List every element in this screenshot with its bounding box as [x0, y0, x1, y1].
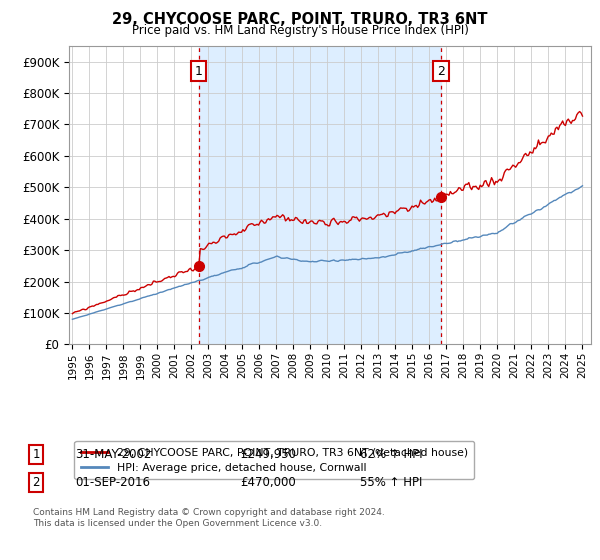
Text: Contains HM Land Registry data © Crown copyright and database right 2024.
This d: Contains HM Land Registry data © Crown c… — [33, 508, 385, 528]
Text: 1: 1 — [32, 448, 40, 461]
Bar — [199, 46, 441, 344]
Text: 55% ↑ HPI: 55% ↑ HPI — [360, 476, 422, 489]
Text: 1: 1 — [194, 64, 203, 77]
Text: Price paid vs. HM Land Registry's House Price Index (HPI): Price paid vs. HM Land Registry's House … — [131, 24, 469, 37]
Text: 62% ↑ HPI: 62% ↑ HPI — [360, 448, 422, 461]
Legend: 29, CHYCOOSE PARC, POINT, TRURO, TR3 6NT (detached house), HPI: Average price, d: 29, CHYCOOSE PARC, POINT, TRURO, TR3 6NT… — [74, 441, 474, 479]
Text: 2: 2 — [437, 64, 445, 77]
Text: 01-SEP-2016: 01-SEP-2016 — [75, 476, 150, 489]
Text: £249,950: £249,950 — [240, 448, 296, 461]
Text: 31-MAY-2002: 31-MAY-2002 — [75, 448, 151, 461]
Text: 29, CHYCOOSE PARC, POINT, TRURO, TR3 6NT: 29, CHYCOOSE PARC, POINT, TRURO, TR3 6NT — [112, 12, 488, 27]
Text: £470,000: £470,000 — [240, 476, 296, 489]
Text: 2: 2 — [32, 476, 40, 489]
